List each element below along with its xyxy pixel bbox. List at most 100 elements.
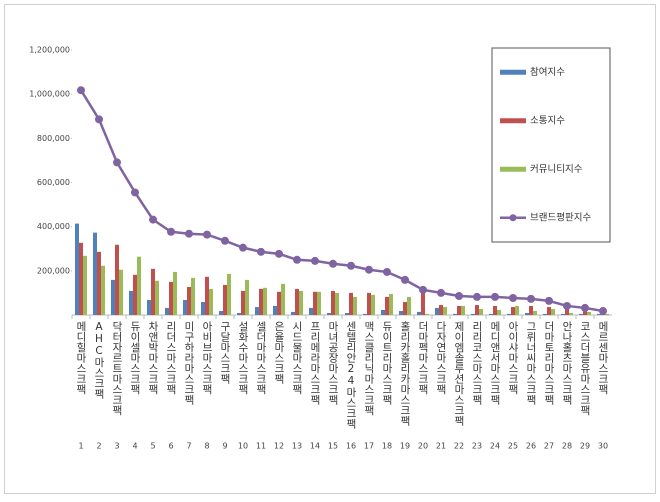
bar — [443, 307, 447, 315]
bar — [165, 307, 169, 315]
x-rank-label: 6 — [168, 442, 173, 451]
bar — [331, 290, 335, 315]
bar — [75, 223, 79, 315]
bar — [579, 313, 583, 315]
bar — [349, 292, 353, 315]
x-tick-label: 홀리카홀리카마스크팩 — [399, 320, 411, 426]
bar — [263, 287, 267, 315]
bar — [101, 265, 105, 315]
x-tick-label: 센텔리안24마스크팩 — [345, 321, 357, 429]
x-rank-label: 21 — [436, 442, 446, 451]
x-rank-label: 22 — [454, 442, 464, 451]
bar — [155, 280, 159, 315]
bar — [309, 307, 313, 315]
x-tick-label: 은율마스크팩 — [273, 321, 285, 384]
x-tick-label: 안나홀츠마스크팩 — [561, 321, 573, 405]
bar — [435, 307, 439, 315]
y-tick-label: 600,000 — [37, 178, 70, 187]
x-tick-label: 아이샤마스크팩 — [507, 321, 519, 395]
bar — [457, 305, 461, 315]
line-marker — [221, 236, 229, 245]
bar — [587, 311, 591, 315]
bar — [223, 284, 227, 315]
bar — [385, 296, 389, 315]
line-marker — [383, 267, 391, 276]
legend-swatch — [500, 118, 526, 124]
x-rank-label: 2 — [96, 442, 101, 451]
bar — [299, 290, 303, 315]
legend-swatch — [500, 69, 526, 75]
bar — [183, 299, 187, 315]
bar — [209, 288, 213, 315]
x-tick-label: 리더스마스크팩 — [165, 321, 177, 395]
bar — [345, 313, 349, 315]
x-tick-label: 맥스클리닉마스크팩 — [363, 321, 375, 416]
bar — [551, 309, 555, 315]
line-marker — [329, 259, 337, 268]
legend-label: 참여지수 — [530, 66, 565, 78]
x-rank-label: 23 — [472, 442, 482, 451]
bar — [191, 277, 195, 315]
x-rank-label: 7 — [186, 442, 191, 451]
line-marker — [203, 230, 211, 239]
x-tick-label: 프리메라마스크팩 — [309, 321, 321, 405]
bar — [317, 291, 321, 315]
x-tick-label: 더마토리마스크팩 — [543, 321, 555, 405]
legend-label: 소통지수 — [530, 115, 565, 126]
bar — [399, 311, 403, 315]
bar — [461, 305, 465, 315]
bar — [425, 313, 429, 315]
bar — [295, 288, 299, 315]
bar — [245, 279, 249, 315]
bar — [533, 311, 537, 315]
bar — [151, 268, 155, 315]
x-rank-label: 26 — [526, 442, 536, 451]
bar — [259, 288, 263, 315]
bar — [137, 256, 141, 315]
line-marker — [311, 256, 319, 265]
x-tick-label: AHC마스크팩 — [93, 321, 105, 399]
line-marker — [455, 292, 463, 301]
bar — [479, 309, 483, 315]
bar — [363, 313, 367, 315]
line-marker — [149, 215, 157, 224]
x-tick-label: 구달마스크팩 — [219, 321, 231, 384]
bar — [475, 305, 479, 315]
x-tick-label: 메디힐마스크팩 — [75, 321, 87, 395]
bar — [525, 313, 529, 315]
bar — [277, 291, 281, 315]
x-rank-label: 9 — [222, 442, 227, 451]
line-marker — [293, 255, 301, 264]
line-marker — [185, 229, 193, 238]
line-marker — [527, 294, 535, 303]
x-tick-label: 다자연마스크팩 — [435, 321, 447, 395]
line-marker — [275, 249, 283, 258]
bar — [79, 242, 83, 315]
legend-box — [491, 47, 611, 243]
bar — [515, 305, 519, 315]
x-tick-label: 리리코스마스크팩 — [471, 321, 483, 405]
bar — [115, 244, 119, 315]
x-tick-label: 메르센마스크팩 — [597, 321, 609, 395]
line-marker — [437, 288, 445, 297]
line-marker — [239, 243, 247, 252]
line-marker — [545, 296, 553, 305]
x-tick-label: 셀더마마스크팩 — [255, 321, 267, 395]
x-rank-label: 12 — [274, 442, 284, 451]
bar — [353, 296, 357, 315]
y-tick-label: 200,000 — [37, 266, 70, 275]
bar — [597, 313, 601, 315]
line-marker — [581, 303, 589, 312]
bar — [219, 311, 223, 315]
x-tick-label: 더마펙마스크팩 — [417, 321, 429, 395]
x-tick-label: 닥터자르트마스크팩 — [111, 321, 123, 416]
bar — [417, 311, 421, 315]
x-rank-label: 30 — [598, 442, 608, 451]
bar — [547, 307, 551, 315]
x-tick-label: 시드물마스크팩 — [291, 321, 303, 395]
bar — [493, 305, 497, 315]
x-rank-label: 5 — [150, 442, 155, 451]
x-rank-label: 19 — [400, 442, 410, 451]
y-tick-label: 800,000 — [37, 134, 70, 143]
